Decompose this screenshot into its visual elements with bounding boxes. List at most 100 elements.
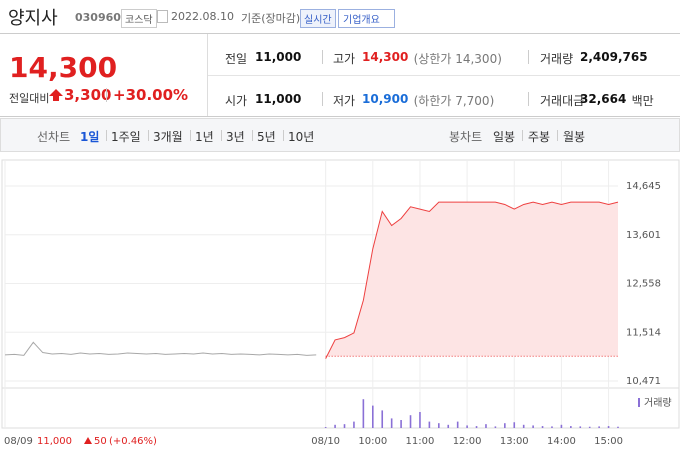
volume-bar — [390, 418, 393, 428]
stat-label: 거래대금 — [540, 94, 585, 108]
volume-bar — [419, 412, 421, 428]
tab-divider — [522, 130, 523, 141]
y-tick-label: 12,558 — [626, 279, 661, 290]
volume-bar — [334, 424, 336, 428]
volume-bar — [598, 426, 600, 428]
volume-bar — [551, 426, 553, 428]
volume-bar — [513, 422, 516, 428]
volume-bar — [570, 426, 572, 428]
stat-value: 32,664 — [580, 92, 627, 106]
tab-divider — [557, 130, 558, 141]
x-tick-label: 14:00 — [547, 436, 576, 447]
volume-bar — [494, 426, 497, 428]
tab[interactable]: 1일 — [80, 130, 100, 144]
price-line — [325, 201, 619, 359]
tab[interactable]: 3개월 — [153, 130, 183, 144]
realtime-badge[interactable]: 실시간 — [300, 9, 336, 28]
prev-change: 50 — [94, 436, 107, 447]
volume-bar — [353, 421, 355, 428]
volume-bar — [428, 421, 431, 428]
volume-bar — [324, 427, 327, 428]
stat-note: (하한가 7,700) — [413, 94, 495, 108]
basis: 기준(장마감) — [241, 12, 301, 25]
tab-bar: 선차트 1일 1주일 3개월 1년 3년 5년 10년 봉차트 일봉 주봉 월봉 — [0, 118, 680, 152]
volume-bar — [541, 426, 544, 428]
date: 2022.08.10 — [171, 10, 234, 23]
x-tick-label: 08/10 — [311, 436, 340, 447]
tab[interactable]: 5년 — [257, 130, 276, 144]
volume-bar — [381, 410, 384, 428]
prev-day-line — [4, 341, 317, 356]
divider — [322, 50, 323, 64]
divider — [322, 92, 323, 106]
tab[interactable]: 1주일 — [111, 130, 141, 144]
divider — [106, 88, 107, 102]
tab[interactable]: 일봉 — [493, 130, 516, 144]
volume-frame — [1, 387, 680, 429]
tab[interactable]: 월봉 — [563, 130, 586, 144]
volume-bar — [504, 423, 506, 428]
volume-bar — [400, 420, 402, 428]
stat-label: 전일 — [225, 52, 248, 66]
prev-pct: (+0.46%) — [109, 436, 157, 447]
stat-label: 거래량 — [540, 52, 574, 66]
row-divider — [208, 75, 680, 76]
volume-bar — [466, 425, 468, 428]
tab-divider — [283, 130, 284, 141]
change-label: 전일대비 — [9, 92, 50, 105]
tab-divider — [252, 130, 253, 141]
volume-bar — [607, 426, 610, 428]
x-tick-label: 15:00 — [594, 436, 623, 447]
tab-divider — [221, 130, 222, 141]
volume-bar — [456, 421, 459, 428]
y-tick-label: 10,471 — [626, 376, 661, 387]
prev-close: 11,000 — [37, 436, 72, 447]
stat-value: 11,000 — [255, 92, 302, 106]
tab[interactable]: 10년 — [288, 130, 315, 144]
volume-bar — [522, 424, 525, 428]
divider — [528, 50, 529, 64]
x-tick-label: 13:00 — [500, 436, 529, 447]
quote-box: 14,300 전일대비 3,300 +30.00% 전일 11,000 고가 14,3… — [0, 33, 680, 117]
tab[interactable]: 3년 — [226, 130, 245, 144]
volume-bar — [409, 415, 412, 428]
tab[interactable]: 주봉 — [528, 130, 551, 144]
volume-bar — [588, 426, 591, 428]
tab[interactable]: 1년 — [195, 130, 214, 144]
x-tick-label: 10:00 — [358, 436, 387, 447]
stat-note: (상한가 14,300) — [413, 52, 502, 66]
x-tick-label: 11:00 — [406, 436, 435, 447]
tab-divider — [190, 130, 191, 141]
volume-bar — [372, 405, 374, 428]
area-fill — [325, 202, 618, 359]
volume-legend: 거래량 — [644, 397, 672, 409]
volume-bar — [560, 424, 563, 428]
divider — [528, 92, 529, 106]
stat-unit: 백만 — [631, 94, 654, 108]
company-info-button[interactable]: 기업개요 — [338, 9, 395, 28]
calendar-icon — [157, 10, 168, 23]
volume-bar — [617, 426, 619, 428]
stat-value: 10,900 — [362, 92, 409, 106]
stat-label: 저가 — [333, 94, 356, 108]
volume-bar — [447, 424, 450, 428]
volume-bar — [485, 424, 487, 428]
volume-bar — [438, 423, 440, 428]
y-tick-label: 14,645 — [626, 181, 661, 192]
change: 3,300 — [64, 86, 112, 104]
stat-label: 고가 — [333, 52, 356, 66]
stat-label: 시가 — [225, 94, 248, 108]
tab-divider — [106, 130, 107, 141]
stock-code: 030960 — [75, 11, 121, 24]
prev-up-arrow — [84, 437, 92, 444]
change-pct: +30.00% — [113, 86, 189, 104]
stat-value: 11,000 — [255, 50, 302, 64]
volume-bar — [579, 426, 582, 428]
stat-value: 14,300 — [362, 50, 409, 64]
tab-divider — [148, 130, 149, 141]
volume-bar — [475, 426, 478, 428]
x-tick-label: 08/09 — [4, 436, 33, 447]
y-tick-label: 13,601 — [626, 230, 661, 241]
